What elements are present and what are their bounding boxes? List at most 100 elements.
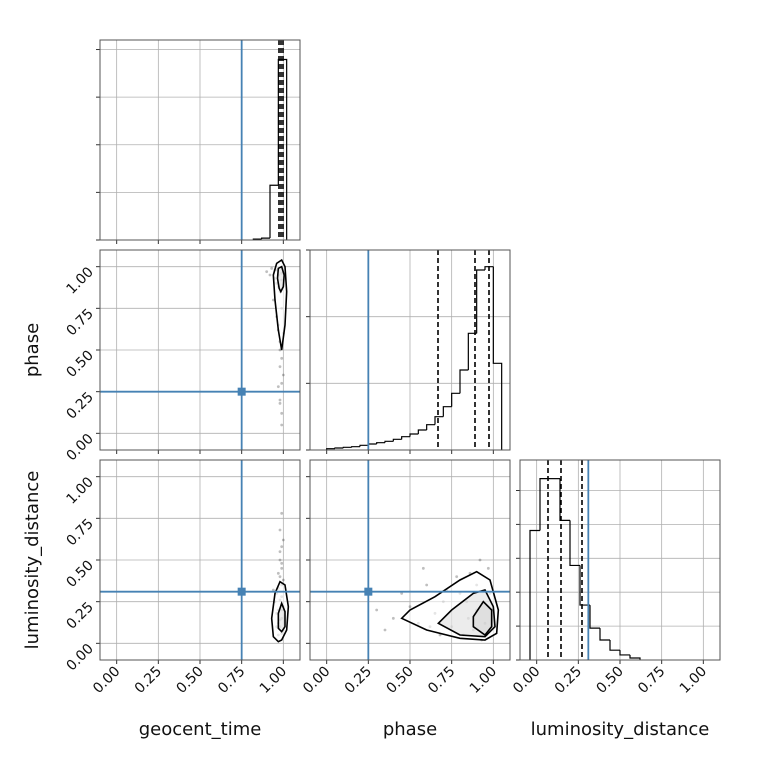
truth-marker — [364, 587, 373, 596]
sample-point — [280, 411, 284, 415]
y-tick-label: 0.75 — [63, 516, 96, 549]
hist-bin — [359, 444, 369, 447]
truth-marker — [237, 587, 246, 596]
hist-bin — [434, 416, 444, 425]
hist-bin — [261, 237, 270, 240]
x-tick-label: 1.00 — [677, 664, 710, 697]
panel-frame — [309, 249, 511, 451]
hist-bin — [351, 446, 360, 448]
hist-bin — [459, 369, 469, 394]
y-tick-label: 0.25 — [63, 599, 96, 632]
panel-frame — [519, 459, 721, 661]
contour — [437, 589, 496, 638]
sample-point — [268, 273, 272, 277]
sample-point — [271, 588, 275, 592]
sample-point — [280, 561, 284, 565]
contour — [276, 265, 285, 294]
sample-point — [278, 398, 282, 402]
x-tick-label: 0.75 — [215, 664, 248, 697]
contour — [472, 600, 493, 637]
x-tick-label: 0.00 — [90, 664, 123, 697]
hist-bin — [417, 429, 427, 434]
hist-bin — [367, 443, 377, 446]
hist-bin — [334, 447, 344, 449]
hist-bin — [269, 184, 279, 239]
hist-bin — [484, 266, 494, 270]
hist-bin — [442, 406, 452, 417]
sample-point — [408, 605, 412, 609]
hist-bin — [492, 266, 503, 450]
hist-bin — [609, 640, 620, 651]
hist-bin — [529, 529, 540, 660]
sample-point — [391, 616, 395, 620]
sample-point — [276, 385, 280, 389]
hist-bin — [599, 628, 610, 641]
hist-bin — [467, 332, 477, 370]
x-tick-label: 0.00 — [300, 664, 333, 697]
contour — [400, 570, 500, 641]
hist-bin — [392, 438, 402, 442]
sample-point — [281, 373, 285, 377]
hist-bin — [476, 269, 485, 334]
sample-point — [280, 566, 284, 570]
y-tick-label: 0.00 — [63, 431, 96, 464]
panel-frame — [309, 459, 511, 661]
y-tick-label: 1.00 — [63, 474, 96, 507]
y-tick-label: 0.50 — [63, 348, 96, 381]
sample-point — [278, 575, 282, 579]
sample-point — [270, 266, 274, 270]
sample-point — [280, 423, 284, 427]
sample-point — [278, 528, 282, 532]
sample-point — [280, 545, 284, 549]
sample-point — [278, 558, 282, 562]
sample-point — [421, 566, 425, 570]
sample-point — [455, 575, 459, 579]
x-tick-label: 0.50 — [593, 664, 626, 697]
hist-bin — [559, 478, 570, 521]
sample-point — [280, 381, 284, 385]
y-tick-label: 0.50 — [63, 558, 96, 591]
contour — [277, 601, 286, 633]
sample-point — [375, 608, 379, 612]
hist-bin — [579, 565, 590, 606]
sample-point — [383, 628, 387, 632]
x-tick-label: 0.75 — [425, 664, 458, 697]
sample-point — [276, 571, 280, 575]
hist-bin — [619, 650, 630, 656]
sample-point — [400, 591, 404, 595]
sample-point — [271, 298, 275, 302]
x-tick-label: 0.50 — [173, 664, 206, 697]
sample-point — [486, 566, 490, 570]
panel-frame — [99, 459, 301, 661]
y-tick-label: 0.25 — [63, 389, 96, 422]
sample-point — [478, 558, 482, 562]
hist-bin — [409, 433, 419, 437]
x-axis-label: geocent_time — [139, 719, 262, 740]
y-tick-label: 0.75 — [63, 306, 96, 339]
sample-point — [278, 348, 282, 352]
sample-point — [425, 583, 429, 587]
sample-point — [278, 550, 282, 554]
y-axis-label: phase — [22, 323, 43, 377]
y-axis-label: luminosity_distance — [22, 471, 43, 650]
panel-frame — [99, 249, 301, 451]
truth-marker — [237, 387, 246, 396]
panel-frame — [99, 39, 301, 241]
sample-point — [280, 356, 284, 360]
hist-bin — [376, 442, 385, 444]
x-axis-label: luminosity_distance — [531, 719, 710, 740]
hist-bin — [426, 424, 435, 430]
x-tick-label: 0.75 — [635, 664, 668, 697]
x-tick-label: 1.00 — [257, 664, 290, 697]
sample-point — [280, 511, 284, 515]
x-axis-label: phase — [383, 719, 437, 740]
hist-bin — [342, 446, 352, 448]
y-tick-label: 1.00 — [63, 264, 96, 297]
sample-point — [278, 401, 282, 405]
hist-bin — [451, 392, 460, 407]
x-tick-label: 0.25 — [342, 664, 375, 697]
x-tick-label: 0.00 — [510, 664, 543, 697]
hist-bin — [539, 478, 550, 531]
x-tick-label: 1.00 — [467, 664, 500, 697]
